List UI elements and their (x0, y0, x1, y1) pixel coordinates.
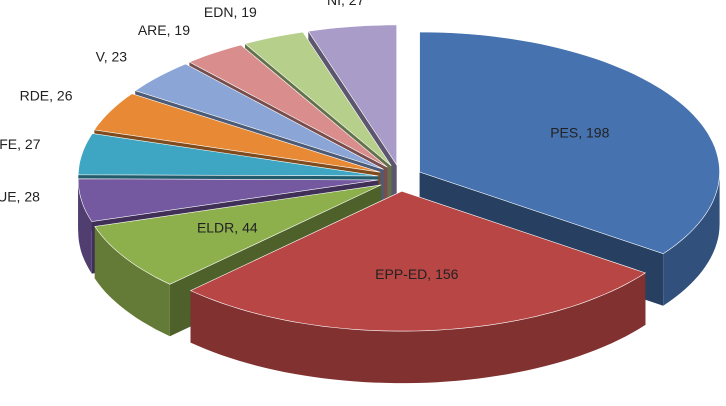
label-value: 23 (112, 48, 128, 64)
label-separator: , (104, 48, 112, 64)
label-value: 198 (586, 124, 610, 140)
label-separator: , (427, 266, 435, 282)
slice-wall (78, 179, 92, 274)
label-category: ARE (138, 22, 167, 38)
label-separator: , (234, 219, 242, 235)
label-value: 28 (24, 188, 40, 204)
slice-wall (190, 272, 646, 384)
label-category: FE (0, 136, 17, 152)
label-separator: , (17, 136, 25, 152)
data-label: ELDR, 44 (197, 219, 258, 235)
pie-slice (93, 93, 381, 173)
data-label: FE, 27 (0, 136, 41, 152)
data-label: ARE, 19 (138, 22, 190, 38)
label-separator: , (49, 87, 57, 103)
data-label: PES, 198 (550, 124, 609, 140)
label-separator: , (167, 22, 175, 38)
pie-slice (94, 184, 382, 285)
label-value: 156 (435, 266, 459, 282)
label-value: 27 (25, 136, 41, 152)
label-value: 44 (242, 219, 258, 235)
label-category: RDE (20, 87, 50, 103)
slice (189, 190, 647, 384)
data-label: RDE, 26 (20, 87, 73, 103)
label-separator: , (578, 124, 586, 140)
data-label: EDN, 19 (204, 4, 257, 20)
pie-slice (188, 44, 388, 168)
slice-wall (663, 172, 720, 306)
label-value: 19 (241, 4, 257, 20)
pie-slice (419, 31, 720, 255)
pie-slice (77, 133, 379, 177)
pie-slice (307, 24, 398, 166)
label-value: 27 (349, 0, 365, 8)
label-category: EPP-ED (375, 266, 427, 282)
label-category: V (96, 48, 106, 64)
data-label: NI, 27 (327, 0, 365, 8)
label-separator: , (17, 188, 25, 204)
label-value: 26 (57, 87, 73, 103)
label-value: 19 (174, 22, 190, 38)
label-category: EDN (204, 4, 234, 20)
label-category: PES (550, 124, 578, 140)
pie-slice (244, 31, 392, 167)
label-category: ELDR (197, 219, 234, 235)
pie-slice (189, 190, 647, 332)
slice-wall (94, 226, 170, 337)
data-label: GUE, 28 (0, 188, 40, 204)
label-separator: , (341, 0, 349, 8)
label-category: GUE (0, 188, 17, 204)
label-category: NI (327, 0, 341, 8)
pie-slice (77, 178, 379, 222)
label-separator: , (233, 4, 241, 20)
pie-slice (134, 63, 384, 170)
data-label: V, 23 (96, 48, 128, 64)
data-label: EPP-ED, 156 (375, 266, 458, 282)
